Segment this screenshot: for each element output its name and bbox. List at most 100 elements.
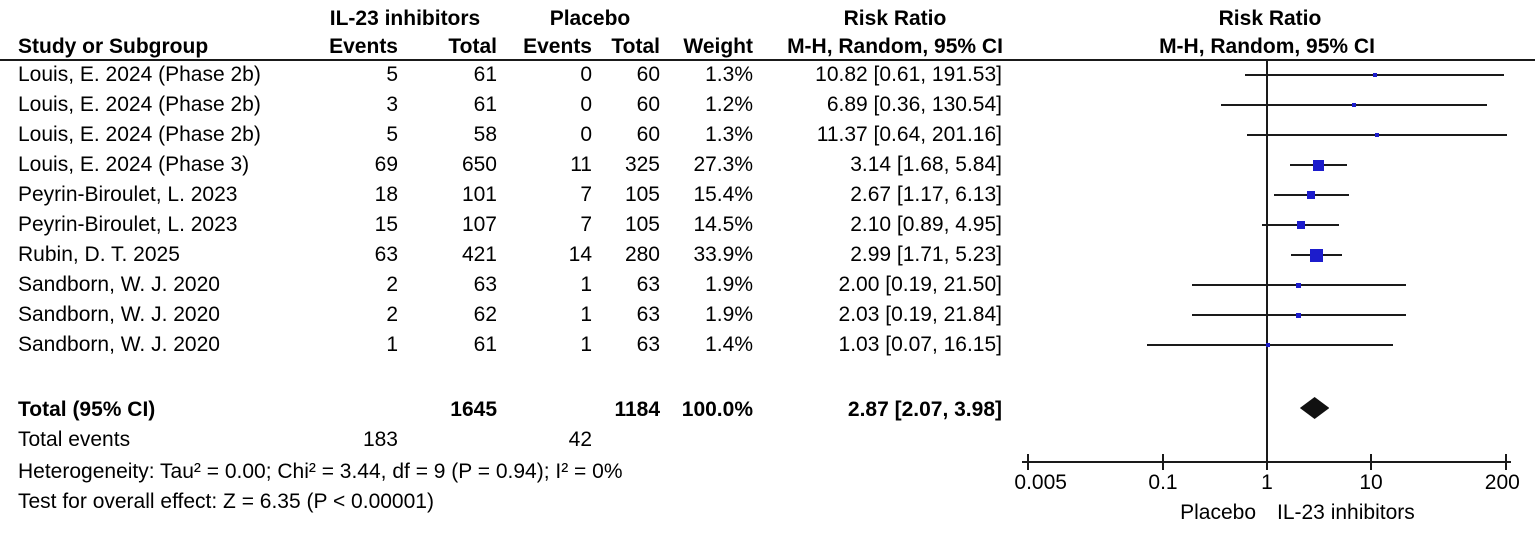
total-control-cell: 105 (624, 213, 660, 236)
group-header-treatment: IL-23 inhibitors (329, 7, 481, 30)
total-treatment-cell: 61 (473, 63, 497, 86)
overall-effect-note: Test for overall effect: Z = 6.35 (P < 0… (18, 490, 434, 513)
total-control-cell: 105 (624, 183, 660, 206)
total-weight: 100.0% (681, 398, 753, 421)
total-control-cell: 63 (636, 303, 660, 326)
total-row-label: Total (95% CI) (18, 398, 156, 421)
events-control-cell: 1 (580, 333, 592, 356)
events-control-cell: 0 (580, 93, 592, 116)
weight-cell: 27.3% (693, 153, 753, 176)
effect-marker (1296, 312, 1302, 318)
effect-marker (1352, 103, 1357, 107)
study-name: Rubin, D. T. 2025 (18, 243, 180, 266)
weight-cell: 1.9% (705, 303, 753, 326)
weight-cell: 33.9% (693, 243, 753, 266)
weight-cell: 1.9% (705, 273, 753, 296)
events-treatment-cell: 3 (386, 93, 398, 116)
column-header-events-treatment: Events (329, 35, 398, 58)
risk-ratio-cell: 11.37 [0.64, 201.16] (816, 123, 1002, 146)
events-control-cell: 14 (568, 243, 592, 266)
total-treatment-cell: 61 (473, 333, 497, 356)
study-name: Louis, E. 2024 (Phase 3) (18, 153, 250, 176)
events-control-cell: 1 (580, 273, 592, 296)
column-header-total-control: Total (611, 35, 660, 58)
risk-ratio-cell: 2.99 [1.71, 5.23] (850, 243, 1002, 266)
risk-ratio-cell: 2.03 [0.19, 21.84] (838, 303, 1002, 326)
study-name: Louis, E. 2024 (Phase 2b) (18, 93, 261, 116)
axis-tick-label: 0.1 (1148, 471, 1178, 494)
pooled-diamond (1299, 397, 1330, 419)
total-treatment-cell: 650 (461, 153, 497, 176)
group-header-control: Placebo (549, 7, 631, 30)
total-control-n: 1184 (614, 398, 660, 421)
events-control-cell: 7 (580, 213, 592, 236)
total-control-cell: 60 (636, 123, 660, 146)
effect-marker (1313, 159, 1325, 171)
risk-ratio-header-right: Risk Ratio (1218, 7, 1322, 30)
events-control-cell: 11 (570, 153, 592, 176)
study-name: Louis, E. 2024 (Phase 2b) (18, 123, 261, 146)
weight-cell: 1.4% (705, 333, 753, 356)
events-control-cell: 7 (580, 183, 592, 206)
risk-ratio-cell: 10.82 [0.61, 191.53] (815, 63, 1002, 86)
effect-marker (1372, 73, 1377, 77)
study-name: Peyrin-Biroulet, L. 2023 (18, 213, 238, 236)
risk-ratio-cell: 2.67 [1.17, 6.13] (850, 183, 1002, 206)
null-effect-line (1266, 61, 1268, 464)
column-header-method-right: M-H, Random, 95% CI (1159, 35, 1375, 58)
effect-marker (1266, 343, 1271, 347)
events-control-cell: 0 (580, 123, 592, 146)
events-control-cell: 1 (580, 303, 592, 326)
total-control-cell: 325 (624, 153, 660, 176)
total-events-label: Total events (18, 428, 131, 451)
study-name: Sandborn, W. J. 2020 (18, 333, 220, 356)
effect-marker (1309, 248, 1323, 262)
weight-cell: 1.2% (705, 93, 753, 116)
study-name: Sandborn, W. J. 2020 (18, 273, 220, 296)
weight-cell: 1.3% (705, 123, 753, 146)
axis-tick (1026, 454, 1029, 470)
total-events-control: 42 (568, 428, 592, 451)
events-treatment-cell: 63 (374, 243, 398, 266)
axis-label-right: IL-23 inhibitors (1277, 501, 1415, 524)
axis-tick-label: 200 (1484, 471, 1520, 494)
total-control-cell: 60 (636, 63, 660, 86)
weight-cell: 14.5% (693, 213, 753, 236)
study-name: Sandborn, W. J. 2020 (18, 303, 220, 326)
effect-marker (1374, 133, 1379, 137)
axis-tick (1505, 454, 1508, 470)
total-control-cell: 63 (636, 273, 660, 296)
axis-tick (1162, 454, 1164, 470)
heterogeneity-note: Heterogeneity: Tau² = 0.00; Chi² = 3.44,… (18, 460, 623, 483)
total-control-cell: 280 (624, 243, 660, 266)
events-control-cell: 0 (580, 63, 592, 86)
column-header-total-treatment: Total (448, 35, 497, 58)
events-treatment-cell: 18 (374, 183, 398, 206)
events-treatment-cell: 2 (386, 273, 398, 296)
weight-cell: 15.4% (693, 183, 753, 206)
column-header-weight: Weight (683, 35, 753, 58)
total-treatment-cell: 58 (473, 123, 497, 146)
risk-ratio-cell: 2.10 [0.89, 4.95] (850, 213, 1002, 236)
total-treatment-cell: 63 (473, 273, 497, 296)
total-control-cell: 60 (636, 93, 660, 116)
risk-ratio-header-left: Risk Ratio (843, 7, 947, 30)
axis-tick-label: 0.005 (1014, 471, 1067, 494)
axis-tick-label: 1 (1261, 471, 1273, 494)
total-treatment-cell: 61 (473, 93, 497, 116)
column-header-study: Study or Subgroup (18, 35, 209, 58)
header-rule (0, 59, 1535, 61)
total-treatment-cell: 421 (461, 243, 497, 266)
total-risk-ratio: 2.87 [2.07, 3.98] (847, 398, 1002, 421)
weight-cell: 1.3% (705, 63, 753, 86)
column-header-method-left: M-H, Random, 95% CI (787, 35, 1003, 58)
events-treatment-cell: 69 (374, 153, 398, 176)
total-control-cell: 63 (636, 333, 660, 356)
study-name: Louis, E. 2024 (Phase 2b) (18, 63, 261, 86)
column-header-events-control: Events (523, 35, 592, 58)
events-treatment-cell: 5 (386, 63, 398, 86)
total-treatment-cell: 62 (473, 303, 497, 326)
axis-tick (1370, 454, 1372, 470)
total-treatment-n: 1645 (450, 398, 497, 421)
